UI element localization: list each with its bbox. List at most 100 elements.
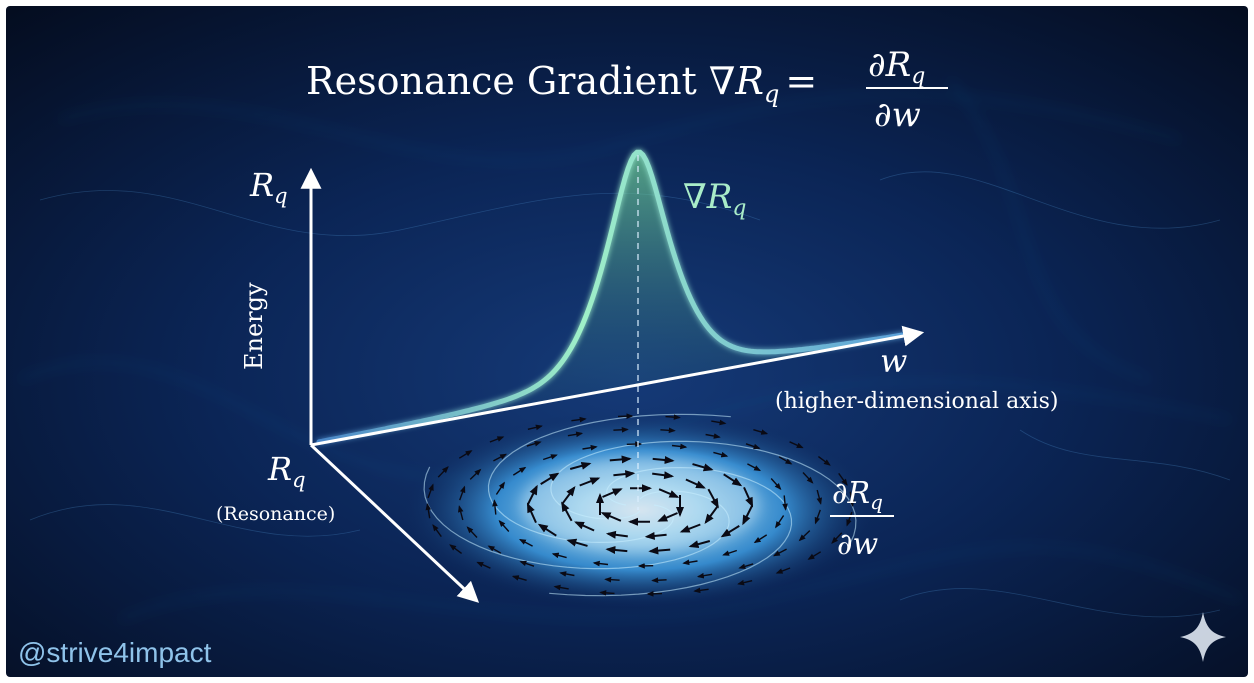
vector-field-arrow <box>657 512 678 522</box>
vector-field-arrow <box>537 523 557 537</box>
vector-field-arrow <box>613 426 629 433</box>
curve-line <box>316 149 907 445</box>
vector-field-arrow <box>469 468 482 480</box>
vector-field-arrow <box>652 455 675 464</box>
vortex-label: ∂Rq ∂w <box>830 476 894 562</box>
vector-field-arrow <box>512 466 527 476</box>
curve-label: ∇Rq <box>683 177 746 221</box>
vortex-field <box>400 410 880 610</box>
vector-field-arrow <box>775 515 785 529</box>
vector-field-arrow <box>605 546 628 555</box>
curve-fill-area <box>319 152 905 444</box>
vector-field-arrow <box>651 577 667 584</box>
vector-field-arrow <box>553 584 569 591</box>
vector-field-arrow <box>582 444 598 451</box>
vector-field-arrow <box>571 416 587 423</box>
vector-field-arrow <box>579 477 601 487</box>
vector-field-arrow <box>511 575 527 581</box>
vector-field-arrow <box>745 443 761 450</box>
vector-field-arrow <box>437 466 449 478</box>
vector-field-arrow <box>648 546 671 555</box>
vector-field-arrow <box>685 478 706 489</box>
vector-field-arrow <box>569 461 592 470</box>
vector-field-arrow <box>492 499 498 515</box>
vector-field-arrow <box>753 534 768 544</box>
vector-field-arrow <box>527 484 538 505</box>
vector-field-arrow <box>644 531 667 540</box>
vector-field-arrow <box>487 545 502 554</box>
vector-field-arrow <box>592 560 609 567</box>
vertical-axis-top-label: Rq <box>249 166 288 208</box>
vector-field-arrow <box>782 495 788 511</box>
vector-field-arrow <box>848 491 855 507</box>
vector-field-arrow <box>458 450 473 459</box>
vector-field-arrow <box>604 576 620 583</box>
vector-field-arrow <box>526 502 537 524</box>
vector-field-arrow <box>688 540 711 549</box>
vector-field-arrow <box>705 433 721 439</box>
vector-field-arrow <box>775 567 791 574</box>
vector-field-arrow <box>720 525 740 538</box>
vector-field-arrow <box>540 472 560 485</box>
w-axis-caption: (higher-dimensional axis) <box>775 389 1059 414</box>
vector-field-arrow <box>798 530 811 542</box>
vector-field-arrow <box>449 544 463 554</box>
svg-text:∂w: ∂w <box>837 527 879 562</box>
vector-field-arrow <box>551 552 567 559</box>
vector-field-arrow <box>723 473 743 487</box>
page-title: Resonance Gradient ∇Rq = <box>306 59 817 108</box>
vector-field-arrow <box>599 590 615 596</box>
vector-field-arrow <box>778 456 793 465</box>
vector-field-arrow <box>682 559 698 566</box>
vector-field-arrow <box>807 551 822 560</box>
vector-field-arrow <box>566 538 588 547</box>
vector-field-arrow <box>846 511 853 527</box>
vector-field-arrow <box>489 436 505 443</box>
vector-field-arrow <box>476 561 491 569</box>
vector-field-arrow <box>802 472 814 484</box>
vector-field-arrow <box>704 505 719 525</box>
vector-field-arrow <box>518 538 533 547</box>
vector-field-arrow <box>747 463 762 472</box>
vector-field-arrow <box>738 563 754 570</box>
svg-text:∂Rq: ∂Rq <box>832 476 883 514</box>
vector-field-arrow <box>713 451 729 458</box>
vector-field-arrow <box>542 454 558 461</box>
vector-field-arrow <box>495 481 505 495</box>
vector-field-arrow <box>816 489 823 505</box>
vector-field-arrow <box>772 548 787 557</box>
vector-field-arrow <box>671 443 688 450</box>
vector-field-arrow <box>498 519 510 532</box>
vector-field-arrow <box>493 453 508 462</box>
vector-field-arrow <box>817 456 831 466</box>
vector-field-arrow <box>789 441 804 449</box>
vector-field-arrow <box>519 560 535 567</box>
vector-field-arrow <box>613 470 636 479</box>
vector-field-arrow <box>692 463 714 472</box>
vector-field-arrow <box>743 486 754 508</box>
vector-field-arrow <box>652 471 675 480</box>
sparkle-icon <box>1180 612 1226 662</box>
vector-field-arrow <box>559 571 575 577</box>
vector-field-arrow <box>696 572 713 579</box>
vector-field-arrow <box>660 427 676 434</box>
energy-label: Energy <box>240 282 268 370</box>
vector-field-arrow <box>459 485 466 501</box>
vector-field-arrow <box>609 455 632 464</box>
vector-field-arrow <box>561 485 576 505</box>
vector-field-arrow <box>770 478 782 491</box>
vector-field-arrow <box>711 419 727 426</box>
spiral-arm <box>487 413 731 544</box>
vector-field-arrow <box>722 549 738 556</box>
vector-field-arrow <box>526 440 542 447</box>
resonance-curve <box>316 149 907 510</box>
w-axis-label: w <box>880 342 907 380</box>
vector-field-arrow <box>753 429 769 435</box>
vector-field-arrow <box>567 431 584 438</box>
vector-field-arrow <box>737 579 753 586</box>
vector-field-arrow <box>432 524 442 538</box>
origin-label: Rq <box>267 450 306 492</box>
vector-field-arrow <box>527 424 543 431</box>
vector-field-arrow <box>427 483 434 499</box>
